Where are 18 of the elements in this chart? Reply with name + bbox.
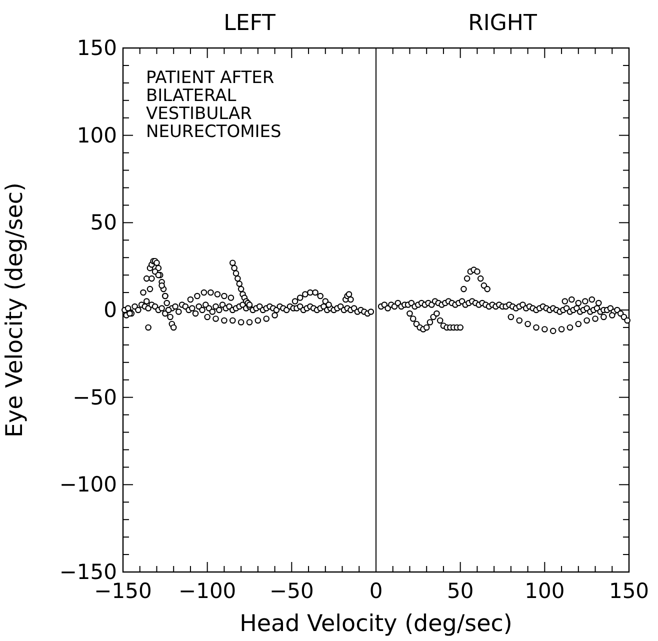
y-tick-label: 150: [76, 36, 117, 60]
text: LEFT: [224, 11, 276, 36]
y-tick-label: 100: [76, 123, 117, 148]
x-tick-label: 100: [524, 579, 565, 603]
y-tick-label: −100: [59, 472, 117, 497]
y-tick-label: −150: [59, 560, 117, 584]
annotation: PATIENT AFTER BILATERAL VESTIBULAR NEURECTOMIES: [146, 68, 282, 142]
y-tick-label: 0: [104, 298, 117, 322]
x-axis-title: Head Velocity (deg/sec): [240, 611, 512, 637]
y-tick-label: −50: [72, 385, 117, 410]
x-tick-label: −100: [178, 579, 236, 603]
y-tick-label: 50: [90, 210, 117, 235]
text: RIGHT: [468, 11, 538, 36]
x-tick-label: 50: [446, 579, 474, 603]
x-tick-label: −50: [270, 579, 314, 603]
x-tick-label: 0: [369, 579, 383, 603]
x-tick-label: 150: [608, 579, 650, 603]
y-axis-title: Eye Velocity (deg/sec): [2, 182, 28, 438]
